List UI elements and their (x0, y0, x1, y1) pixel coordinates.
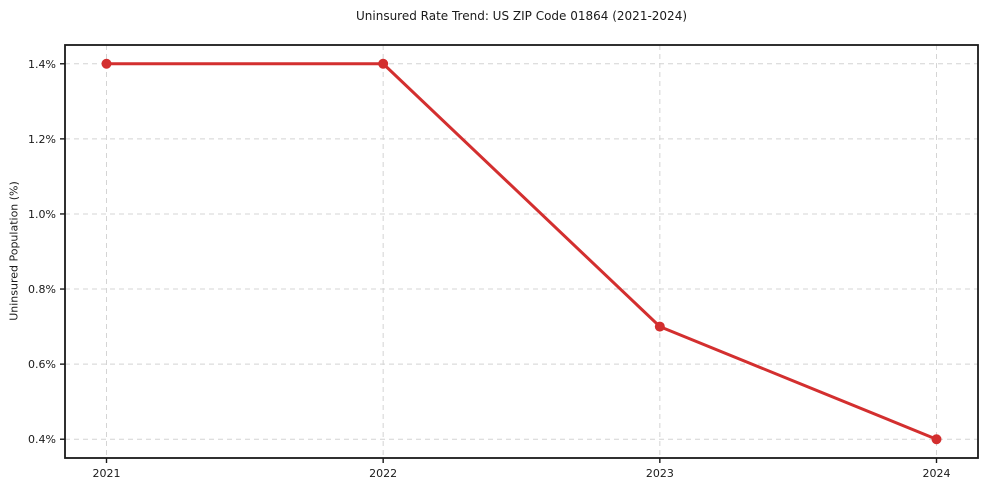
data-point-marker (101, 58, 112, 69)
y-tick-label: 1.2% (28, 133, 56, 146)
trend-line (105, 62, 938, 441)
plot-frame (64, 44, 979, 459)
x-tick-label: 2023 (646, 467, 674, 480)
data-point-marker (931, 434, 942, 445)
y-tick-label: 1.0% (28, 208, 56, 221)
chart-title: Uninsured Rate Trend: US ZIP Code 01864 … (355, 9, 688, 23)
x-tick-label: 2024 (923, 467, 951, 480)
y-tick-label: 1.4% (28, 58, 56, 71)
data-point-marker (654, 321, 665, 332)
y-tick-label: 0.8% (28, 283, 56, 296)
x-tick-label: 2021 (93, 467, 121, 480)
x-tick-label: 2022 (369, 467, 397, 480)
y-tick-label: 0.6% (28, 358, 56, 371)
y-axis-label: Uninsured Population (%) (7, 181, 21, 321)
data-point-marker (378, 58, 389, 69)
y-tick-label: 0.4% (28, 433, 56, 446)
